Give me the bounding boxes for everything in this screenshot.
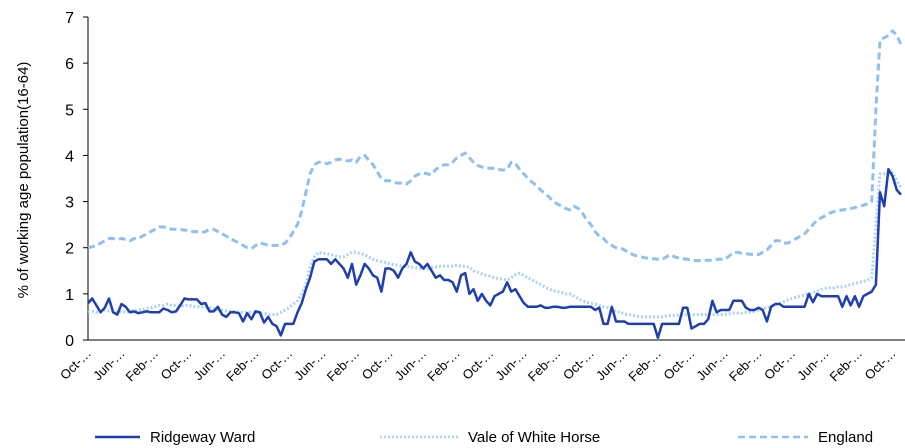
x-tick-label: Jun-… — [794, 346, 832, 384]
y-tick-label: 1 — [65, 287, 74, 304]
x-tick-label: Oct-… — [158, 346, 195, 383]
y-tick-label: 3 — [65, 195, 74, 212]
legend-label: Ridgeway Ward — [150, 429, 255, 446]
x-tick-label: Oct-… — [660, 346, 697, 383]
y-tick-label: 4 — [65, 148, 74, 165]
x-tick-label: Jun-… — [90, 346, 128, 384]
y-tick-label: 2 — [65, 241, 74, 258]
y-tick-label: 7 — [65, 10, 74, 27]
x-tick-label: Jun-… — [593, 346, 631, 384]
x-tick-label: Oct-… — [57, 346, 94, 383]
x-tick-label: Feb-… — [625, 346, 664, 385]
x-tick-label: Jun-… — [492, 346, 530, 384]
legend-label: England — [818, 429, 873, 446]
x-tick-label: Oct-… — [560, 346, 597, 383]
x-tick-label: Feb-… — [223, 346, 262, 385]
x-tick-label: Jun-… — [392, 346, 430, 384]
series-line — [87, 29, 903, 263]
legend-label: Vale of White Horse — [468, 429, 600, 446]
x-tick-label: Oct-… — [761, 346, 798, 383]
x-tick-label: Oct-… — [862, 346, 899, 383]
series-line — [87, 171, 903, 319]
x-tick-label: Feb-… — [525, 346, 564, 385]
x-tick-label: Jun-… — [191, 346, 229, 384]
x-tick-label: Oct-… — [359, 346, 396, 383]
x-tick-label: Feb-… — [122, 346, 161, 385]
y-tick-label: 5 — [65, 102, 74, 119]
x-tick-label: Oct-… — [258, 346, 295, 383]
x-tick-label: Jun-… — [693, 346, 731, 384]
x-tick-label: Feb-… — [827, 346, 866, 385]
x-tick-label: Feb-… — [324, 346, 363, 385]
x-tick-label: Feb-… — [726, 346, 765, 385]
y-tick-label: 0 — [65, 333, 74, 350]
x-tick-label: Oct-… — [459, 346, 496, 383]
x-tick-label: Feb-… — [424, 346, 463, 385]
y-tick-label: 6 — [65, 56, 74, 73]
y-axis-label: % of working age population(16-64) — [15, 62, 32, 299]
x-tick-label: Jun-… — [291, 346, 329, 384]
series-line — [87, 168, 902, 339]
